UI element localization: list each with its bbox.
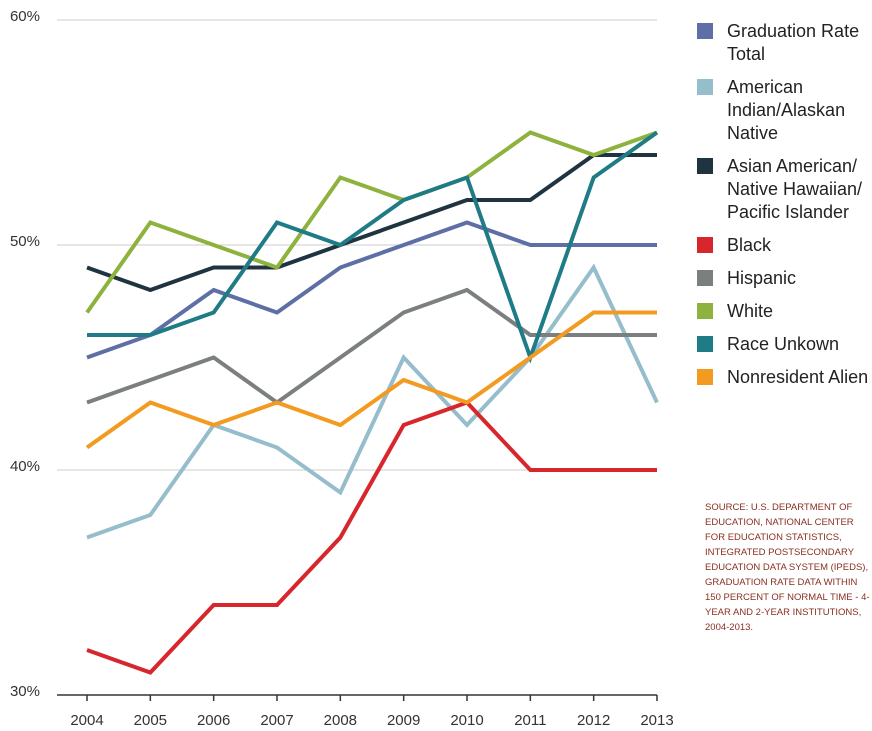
series-line — [87, 130, 659, 364]
legend-swatch — [697, 336, 713, 352]
x-tick-label: 2012 — [577, 712, 610, 729]
legend-item: Nonresident Alien — [697, 366, 872, 389]
y-tick-label: 40% — [10, 458, 40, 475]
series-line — [85, 310, 657, 450]
legend-item: Black — [697, 234, 872, 257]
x-tick-label: 2010 — [450, 712, 483, 729]
legend-label: Black — [727, 235, 772, 255]
legend: Graduation Rate Total American Indian/Ala… — [697, 20, 872, 399]
legend-swatch — [697, 158, 713, 174]
series-line — [86, 263, 659, 540]
series-line — [86, 400, 657, 675]
legend-item: Race Unkown — [697, 333, 872, 356]
legend-swatch — [697, 237, 713, 253]
legend-label: Asian American/ Native Hawaiian/ Pacific… — [727, 156, 863, 222]
series-line — [86, 153, 657, 293]
legend-item: Hispanic — [697, 267, 872, 290]
x-tick-label: 2009 — [387, 712, 420, 729]
y-tick-label: 50% — [10, 233, 40, 250]
legend-item: American Indian/Alaskan Native — [697, 76, 872, 145]
legend-label: American Indian/Alaskan Native — [727, 77, 846, 143]
legend-label: Hispanic — [727, 268, 797, 288]
x-tick-label: 2006 — [197, 712, 230, 729]
x-tick-label: 2005 — [134, 712, 167, 729]
series-line — [86, 287, 657, 405]
x-tick-label: 2008 — [324, 712, 357, 729]
legend-item: White — [697, 300, 872, 323]
x-tick-label: 2004 — [70, 712, 103, 729]
legend-swatch — [697, 270, 713, 286]
x-tick-label: 2011 — [514, 712, 546, 729]
legend-label: Race Unkown — [727, 334, 840, 354]
legend-swatch — [697, 369, 713, 385]
source-note: SOURCE: U.S. DEPARTMENT OF EDUCATION, NA… — [705, 502, 870, 633]
x-tick-label: 2007 — [260, 712, 293, 729]
y-tick-label: 60% — [10, 8, 40, 25]
series-line — [86, 220, 657, 360]
legend-label: Nonresident Alien — [727, 367, 869, 387]
legend-item: Graduation Rate Total — [697, 20, 872, 66]
y-tick-label: 30% — [10, 683, 40, 700]
series-line — [85, 130, 658, 314]
legend-swatch — [697, 23, 713, 39]
legend-swatch — [697, 303, 713, 319]
legend-label: White — [727, 301, 774, 321]
legend-label: Graduation Rate Total — [727, 21, 860, 64]
legend-swatch — [697, 79, 713, 95]
x-tick-label: 2013 — [640, 712, 673, 729]
legend-item: Asian American/ Native Hawaiian/ Pacific… — [697, 155, 872, 224]
